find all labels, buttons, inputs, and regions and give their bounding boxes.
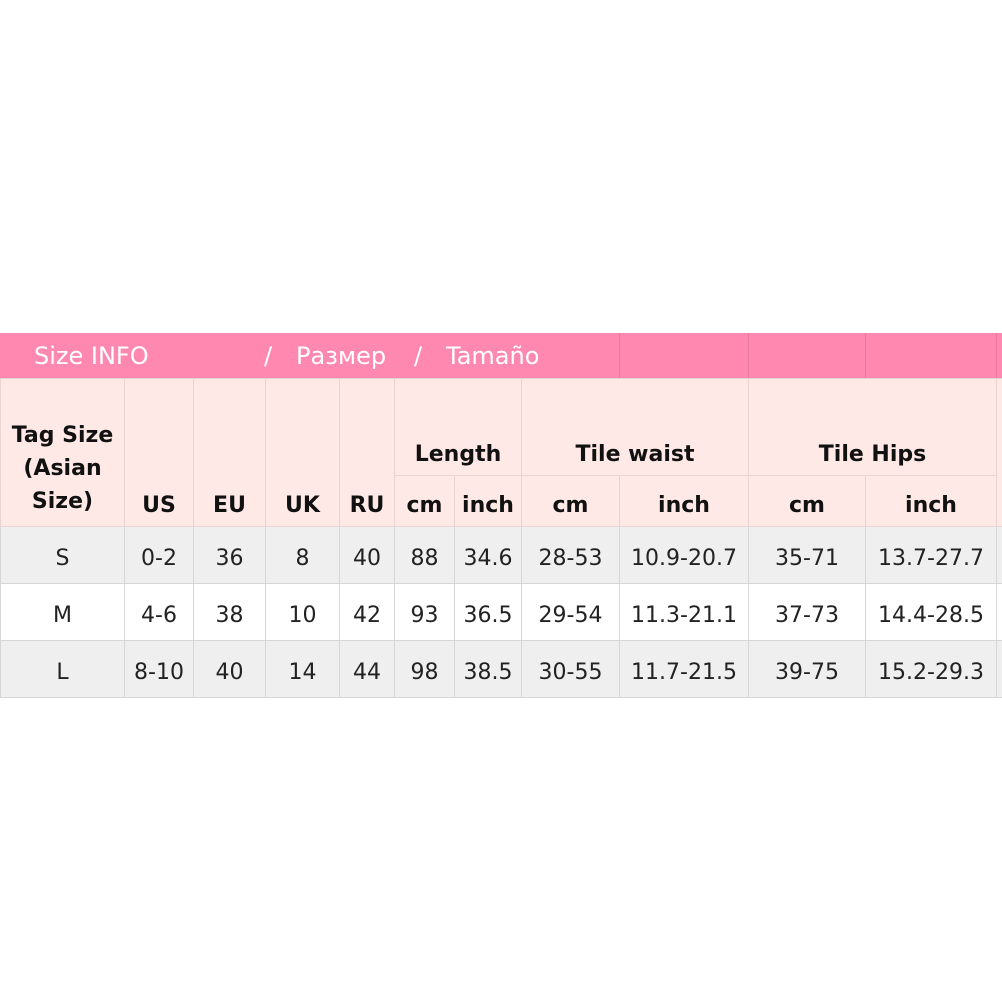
header-uk: UK: [265, 378, 340, 527]
table-cell: 39-75: [748, 640, 866, 698]
table-cell: L: [0, 640, 125, 698]
header-ru: RU: [339, 378, 395, 527]
table-cell: 44: [339, 640, 395, 698]
table-cell: 34.6: [454, 526, 522, 584]
table-cell: 0-2: [124, 526, 194, 584]
table-cell: 93: [394, 583, 455, 641]
table-cell: S: [0, 526, 125, 584]
table-cell: 29-54: [521, 583, 620, 641]
table-cell: 13.7-27.7: [865, 526, 997, 584]
header-extra: [996, 378, 1002, 527]
header-tile-waist: Tile waist: [521, 378, 749, 476]
header-tile-hips: Tile Hips: [748, 378, 997, 476]
size-table: Tag Size (Asian Size) US EU UK RU Length…: [0, 378, 1002, 698]
header-unit: inch: [619, 475, 749, 527]
table-cell-extra: [996, 640, 1002, 698]
header-us: US: [124, 378, 194, 527]
table-cell: 4-6: [124, 583, 194, 641]
table-cell: M: [0, 583, 125, 641]
table-cell: 35-71: [748, 526, 866, 584]
table-row: S 0-2 36 8 40 88 34.6 28-53 10.9-20.7 35-71 13.7-2…: [0, 526, 1002, 584]
header-length: Length: [394, 378, 522, 476]
table-cell: 28-53: [521, 526, 620, 584]
header-unit: cm: [748, 475, 866, 527]
table-cell: 38.5: [454, 640, 522, 698]
table-row: L 8-10 40 14 44 98 38.5 30-55 11.7-21.5 39-75 15.2…: [0, 640, 1002, 698]
size-chart: Size INFO / Размер / Tamaño Tag Size (As…: [0, 333, 1002, 698]
divider: [748, 333, 749, 378]
table-cell: 11.3-21.1: [619, 583, 749, 641]
table-cell-extra: [996, 526, 1002, 584]
table-cell: 37-73: [748, 583, 866, 641]
table-row: M 4-6 38 10 42 93 36.5 29-54 11.3-21.1 37-73 14.4-…: [0, 583, 1002, 641]
table-cell: 42: [339, 583, 395, 641]
table-cell: 14: [265, 640, 340, 698]
header-unit: cm: [394, 475, 455, 527]
header-unit: cm: [521, 475, 620, 527]
table-cell: 8-10: [124, 640, 194, 698]
table-cell: 36.5: [454, 583, 522, 641]
table-cell: 40: [193, 640, 266, 698]
header-unit: inch: [454, 475, 522, 527]
table-cell: 98: [394, 640, 455, 698]
title-separator: /: [414, 342, 423, 370]
header-eu: EU: [193, 378, 266, 527]
table-cell: 36: [193, 526, 266, 584]
table-cell: 10: [265, 583, 340, 641]
table-cell: 11.7-21.5: [619, 640, 749, 698]
title-size-info: Size INFO: [34, 342, 149, 370]
title-bar: Size INFO / Размер / Tamaño: [0, 333, 1002, 378]
divider: [865, 333, 866, 378]
table-cell: 15.2-29.3: [865, 640, 997, 698]
table-cell: 38: [193, 583, 266, 641]
table-cell-extra: [996, 583, 1002, 641]
divider: [996, 333, 997, 378]
divider: [619, 333, 620, 378]
title-spanish: Tamaño: [446, 342, 540, 370]
header-tag-size: Tag Size (Asian Size): [0, 378, 125, 527]
title-separator: /: [264, 342, 273, 370]
table-cell: 8: [265, 526, 340, 584]
table-cell: 88: [394, 526, 455, 584]
header-unit: inch: [865, 475, 997, 527]
table-cell: 14.4-28.5: [865, 583, 997, 641]
table-cell: 40: [339, 526, 395, 584]
table-cell: 30-55: [521, 640, 620, 698]
title-russian: Размер: [296, 342, 387, 370]
table-cell: 10.9-20.7: [619, 526, 749, 584]
